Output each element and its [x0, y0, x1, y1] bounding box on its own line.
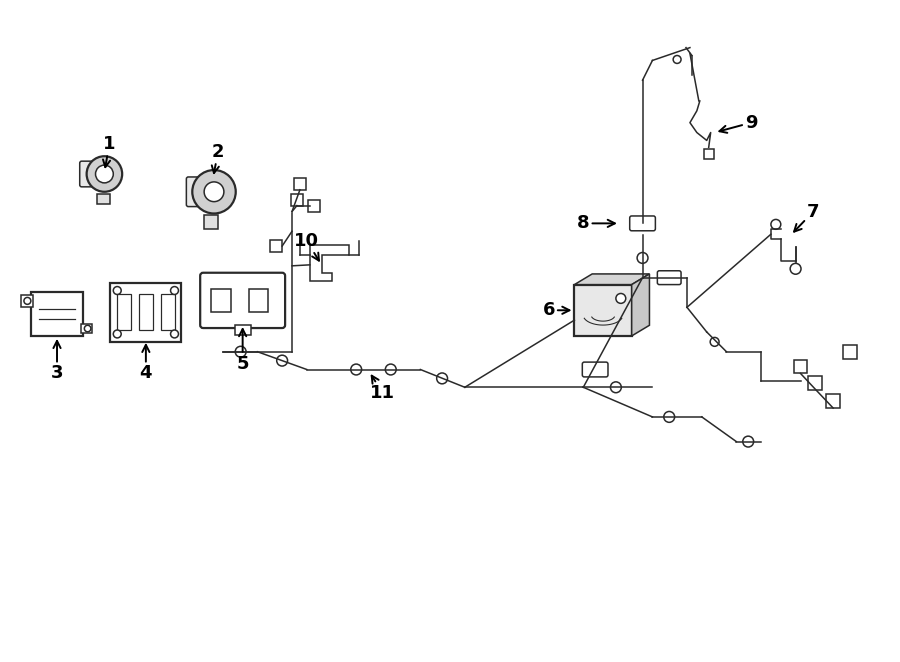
Text: 4: 4 [140, 345, 152, 383]
Text: 6: 6 [543, 301, 570, 319]
Polygon shape [632, 274, 650, 336]
Bar [32, 292, 83, 336]
Circle shape [742, 436, 753, 447]
Circle shape [193, 170, 236, 214]
Text: 5: 5 [237, 329, 249, 373]
Circle shape [276, 355, 288, 366]
Circle shape [85, 325, 91, 332]
Bar [704, 150, 714, 159]
Bar [211, 289, 230, 312]
Polygon shape [574, 274, 650, 285]
Circle shape [24, 297, 31, 305]
Text: 8: 8 [577, 214, 615, 232]
Circle shape [204, 182, 224, 202]
Text: 9: 9 [719, 114, 758, 133]
Circle shape [710, 338, 719, 346]
FancyBboxPatch shape [630, 216, 655, 231]
Text: 1: 1 [103, 136, 115, 167]
Circle shape [235, 346, 246, 357]
Bar [161, 295, 175, 330]
Bar [204, 215, 218, 229]
FancyBboxPatch shape [200, 273, 285, 328]
Circle shape [385, 364, 396, 375]
Bar [139, 295, 153, 330]
Circle shape [171, 330, 178, 338]
Bar [574, 285, 632, 336]
Text: 10: 10 [294, 232, 320, 261]
Bar [808, 377, 823, 390]
Bar [235, 325, 250, 335]
Bar [826, 394, 840, 408]
Bar [248, 289, 268, 312]
Text: 11: 11 [371, 375, 395, 402]
FancyBboxPatch shape [582, 362, 608, 377]
Bar [117, 295, 131, 330]
Circle shape [113, 287, 122, 295]
Circle shape [610, 382, 621, 393]
Circle shape [637, 252, 648, 263]
Bar [308, 200, 320, 212]
Circle shape [673, 56, 681, 64]
Bar [843, 345, 857, 359]
Circle shape [771, 219, 781, 229]
Circle shape [95, 165, 113, 183]
Circle shape [664, 412, 675, 422]
Circle shape [351, 364, 362, 375]
Circle shape [616, 293, 625, 303]
Bar [291, 194, 303, 206]
FancyBboxPatch shape [657, 271, 681, 285]
Bar [97, 194, 111, 204]
Circle shape [790, 263, 801, 274]
Circle shape [436, 373, 447, 384]
Circle shape [113, 330, 122, 338]
FancyBboxPatch shape [186, 177, 212, 207]
Bar [111, 283, 182, 342]
Text: 2: 2 [212, 143, 224, 173]
Circle shape [86, 156, 122, 192]
Bar [22, 295, 33, 307]
Bar [270, 240, 282, 252]
Text: 3: 3 [50, 341, 63, 383]
Circle shape [171, 287, 178, 295]
Bar [794, 359, 807, 373]
Bar [294, 178, 306, 190]
Bar [81, 324, 92, 334]
FancyBboxPatch shape [80, 161, 102, 187]
Text: 7: 7 [794, 203, 820, 232]
